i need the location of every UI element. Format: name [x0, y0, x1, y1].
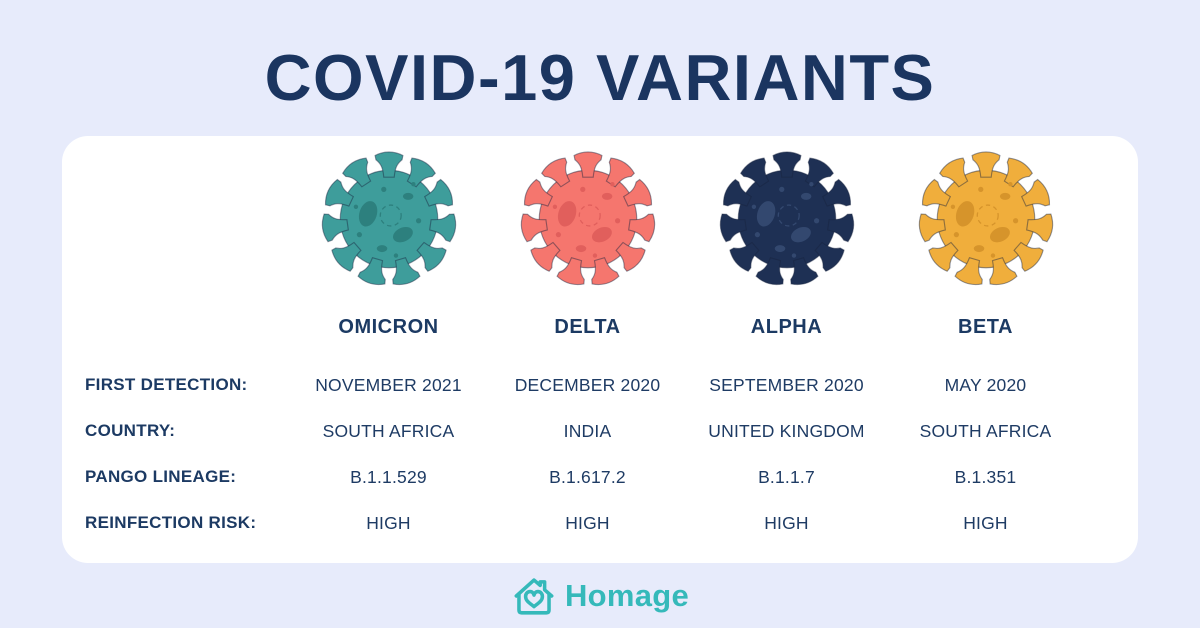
- omicron-cell: [289, 136, 488, 292]
- variant-name-delta: DELTA: [554, 315, 621, 338]
- alpha-cell: [687, 136, 886, 292]
- table-cell: HIGH: [366, 512, 411, 533]
- table-cell: HIGH: [764, 512, 809, 533]
- variant-name-omicron: OMICRON: [338, 315, 439, 338]
- table-cell: DECEMBER 2020: [514, 374, 661, 395]
- brand-name: Homage: [564, 578, 690, 613]
- table-cell: B.1.351: [954, 466, 1017, 487]
- table-cell: INDIA: [563, 420, 612, 441]
- table-cell: B.1.1.529: [350, 466, 427, 487]
- variants-card: OMICRON DELTA ALPHA BETA FIRST DETECTION…: [62, 136, 1138, 563]
- table-cell: SEPTEMBER 2020: [709, 374, 864, 395]
- row-label-first-detection: FIRST DETECTION:: [85, 375, 248, 394]
- table-cell: B.1.1.7: [758, 466, 815, 487]
- delta-virus-icon: [513, 145, 663, 293]
- brand-footer: Homage: [0, 570, 1200, 622]
- table-cell: B.1.617.2: [549, 466, 626, 487]
- row-label-country: COUNTRY:: [85, 421, 176, 440]
- table-cell: HIGH: [963, 512, 1008, 533]
- table-cell: SOUTH AFRICA: [919, 420, 1052, 441]
- table-cell: NOVEMBER 2021: [315, 374, 462, 395]
- table-cell: HIGH: [565, 512, 610, 533]
- omicron-virus-icon: [314, 145, 464, 293]
- row-label-pango-lineage: PANGO LINEAGE:: [85, 467, 237, 486]
- variant-name-beta: BETA: [958, 315, 1013, 338]
- variants-table: OMICRON DELTA ALPHA BETA FIRST DETECTION…: [85, 136, 1138, 546]
- house-heart-icon: [514, 578, 554, 615]
- table-cell: MAY 2020: [944, 374, 1027, 395]
- delta-cell: [488, 136, 687, 292]
- table-cell: SOUTH AFRICA: [322, 420, 455, 441]
- row-label-reinfection-risk: REINFECTION RISK:: [85, 513, 257, 532]
- variant-name-alpha: ALPHA: [750, 315, 823, 338]
- page-title: COVID-19 VARIANTS: [264, 41, 936, 114]
- table-cell: UNITED KINGDOM: [708, 420, 865, 441]
- alpha-virus-icon: [712, 145, 862, 293]
- beta-cell: [886, 136, 1085, 292]
- beta-virus-icon: [911, 145, 1061, 293]
